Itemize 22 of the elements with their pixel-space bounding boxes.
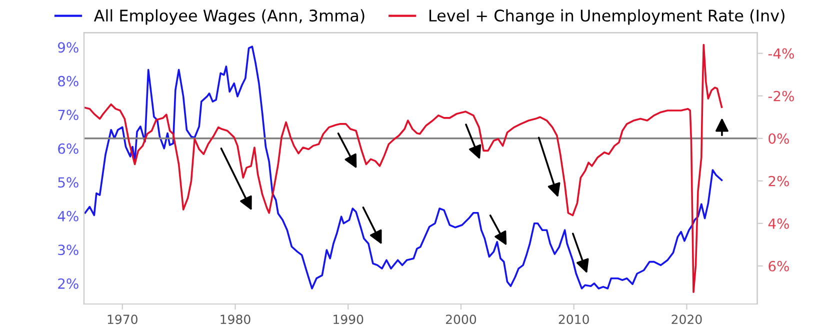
y-tick-label: 5% xyxy=(58,177,78,188)
y2-tick-label: -4% xyxy=(768,48,794,59)
y2-tick-label: -2% xyxy=(768,90,794,102)
x-tick-label: 1970 xyxy=(108,314,138,324)
y2-tick-label: 2% xyxy=(768,176,789,186)
y-tick-label: 8% xyxy=(58,76,78,86)
y-tick-label: 4% xyxy=(58,210,78,222)
y-tick-label: 9% xyxy=(58,42,78,53)
x-tick-label: 2010 xyxy=(558,314,589,324)
legend-label: All Employee Wages (Ann, 3mma) xyxy=(94,9,364,25)
y-tick-label: 3% xyxy=(58,244,78,256)
y2-tick-label: 4% xyxy=(768,218,789,229)
y2-tick-label: 0% xyxy=(768,133,789,144)
y-tick-label: 7% xyxy=(58,110,78,120)
x-tick-label: 2020 xyxy=(672,314,702,324)
x-tick-label: 2000 xyxy=(446,314,476,324)
y-tick-label: 6% xyxy=(58,143,78,154)
legend-label: Level + Change in Unemployment Rate (Inv) xyxy=(430,9,784,25)
x-tick-label: 1990 xyxy=(334,314,364,324)
y-tick-label: 2% xyxy=(58,278,78,289)
y2-tick-label: 6% xyxy=(768,260,789,272)
x-tick-label: 1980 xyxy=(220,314,250,324)
